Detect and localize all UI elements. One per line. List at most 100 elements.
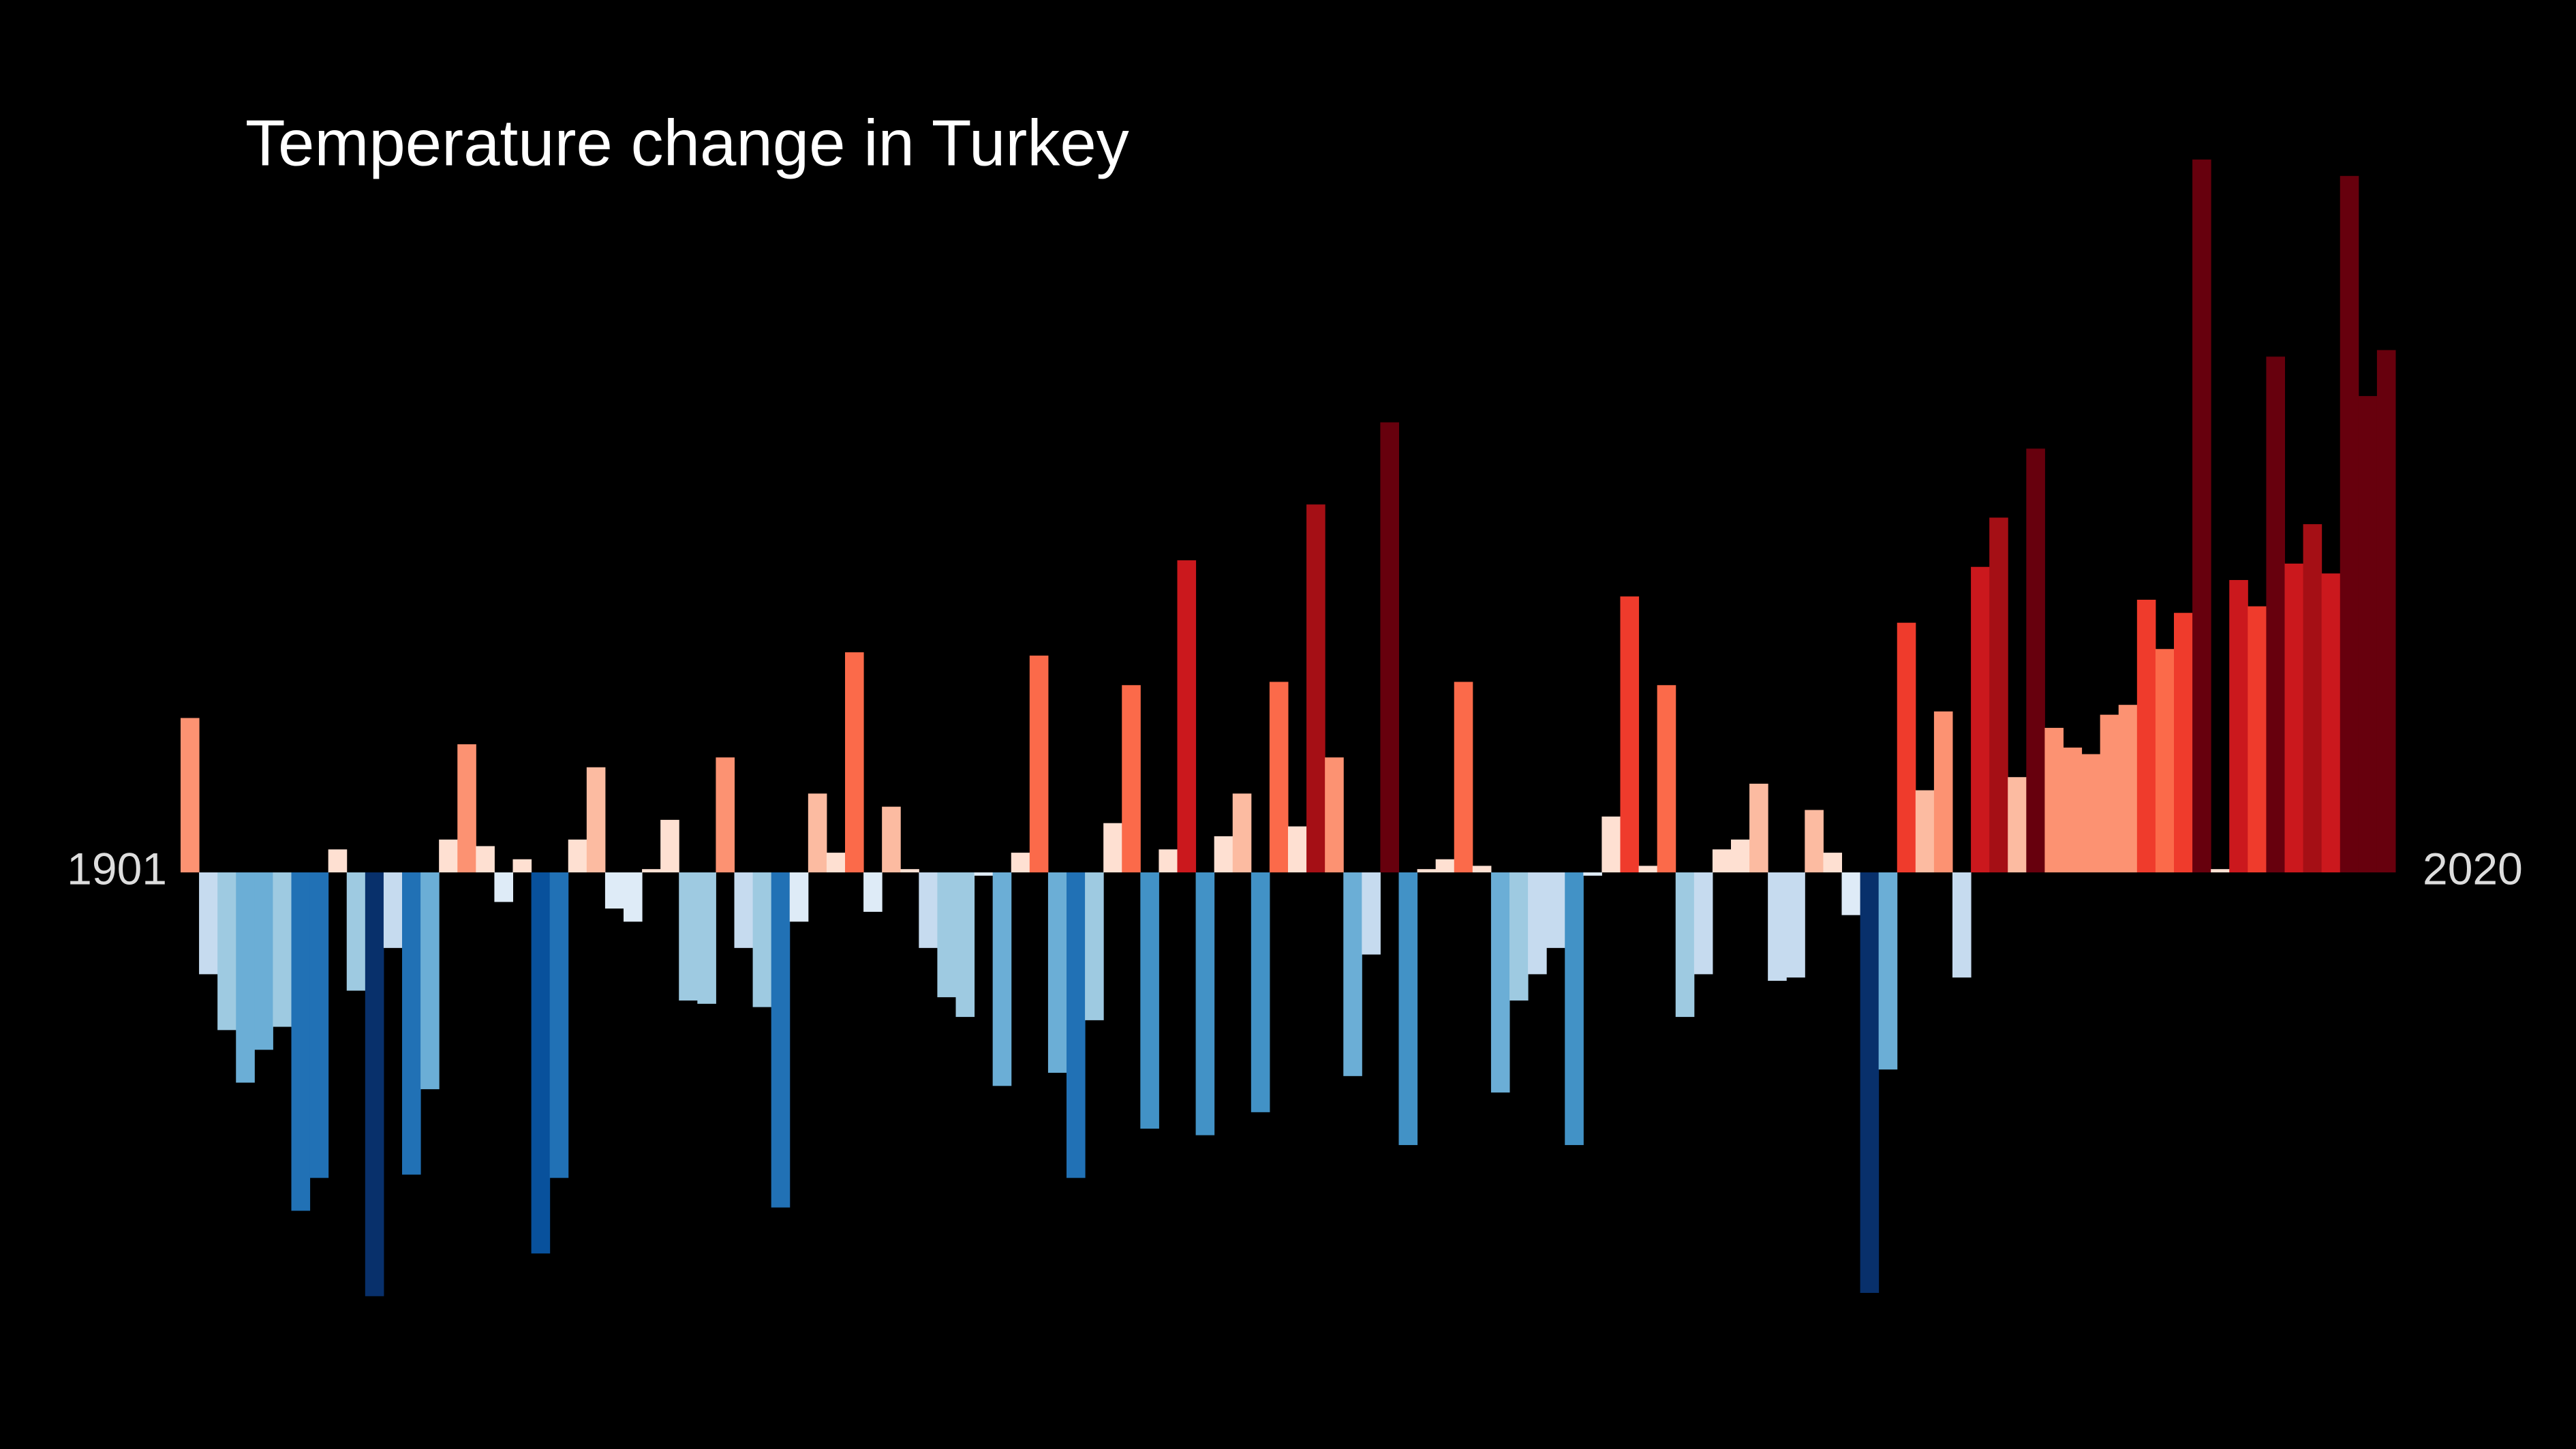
bar bbox=[1841, 872, 1861, 915]
bar bbox=[1472, 866, 1492, 872]
bar bbox=[1159, 849, 1178, 872]
bar bbox=[1749, 783, 1768, 872]
bar bbox=[309, 872, 329, 1178]
bar bbox=[624, 872, 643, 922]
bar bbox=[383, 872, 403, 948]
bar bbox=[1067, 872, 1086, 1178]
bar bbox=[1897, 622, 1916, 872]
bar bbox=[697, 872, 716, 1004]
bar bbox=[1454, 682, 1473, 872]
bar bbox=[716, 757, 735, 872]
bar bbox=[291, 872, 311, 1211]
bar bbox=[1805, 810, 1824, 872]
bar bbox=[1269, 682, 1289, 872]
bar bbox=[1546, 872, 1565, 948]
bar bbox=[734, 872, 754, 948]
bar bbox=[2136, 599, 2156, 872]
bar bbox=[1638, 866, 1658, 872]
bar bbox=[1675, 872, 1695, 1018]
bar bbox=[217, 872, 236, 1031]
bar bbox=[974, 872, 994, 876]
bar bbox=[2321, 573, 2341, 872]
bar bbox=[512, 859, 532, 872]
bar bbox=[2026, 448, 2045, 872]
bar bbox=[1306, 504, 1325, 872]
bar bbox=[2008, 777, 2027, 872]
bar bbox=[328, 849, 348, 872]
chart-title: Temperature change in Turkey bbox=[245, 106, 1129, 179]
bar bbox=[402, 872, 421, 1175]
bar bbox=[1029, 655, 1049, 872]
bar bbox=[1583, 872, 1602, 876]
bar bbox=[1362, 872, 1381, 955]
bar bbox=[494, 872, 513, 902]
bar bbox=[604, 872, 624, 909]
bar bbox=[1657, 685, 1676, 872]
bar bbox=[1343, 872, 1362, 1076]
bar bbox=[955, 872, 975, 1018]
bar bbox=[2100, 714, 2119, 872]
bar bbox=[476, 846, 495, 872]
bar bbox=[273, 872, 292, 1027]
bar bbox=[2266, 356, 2285, 872]
bar bbox=[1952, 872, 1972, 978]
bar bbox=[1380, 422, 1399, 872]
bar bbox=[808, 793, 827, 872]
bar bbox=[1047, 872, 1067, 1073]
bar bbox=[365, 872, 384, 1296]
bar bbox=[1971, 566, 1990, 872]
bar bbox=[1989, 517, 2008, 872]
bar bbox=[2044, 727, 2064, 872]
bar bbox=[457, 744, 476, 872]
bar bbox=[679, 872, 698, 1001]
bar bbox=[439, 839, 458, 872]
bar bbox=[642, 869, 661, 872]
bar bbox=[1823, 853, 1842, 872]
bar bbox=[1325, 757, 1344, 872]
bar bbox=[1232, 793, 1252, 872]
bar bbox=[2376, 350, 2396, 872]
bar bbox=[2081, 754, 2101, 872]
bar bbox=[2340, 176, 2359, 872]
bar bbox=[2155, 649, 2175, 872]
bar bbox=[199, 872, 218, 975]
bar bbox=[1712, 849, 1732, 872]
bar bbox=[1601, 817, 1621, 872]
bar bbox=[826, 853, 846, 872]
bar bbox=[1085, 872, 1104, 1020]
bar bbox=[919, 872, 938, 948]
bar bbox=[992, 872, 1012, 1086]
bar bbox=[1177, 560, 1197, 872]
bar bbox=[2192, 159, 2211, 872]
bar bbox=[1435, 859, 1455, 872]
bar bbox=[845, 652, 864, 872]
bar bbox=[1288, 826, 1307, 872]
bar bbox=[1915, 790, 1935, 872]
bar bbox=[549, 872, 569, 1178]
bar bbox=[236, 872, 255, 1083]
bar bbox=[2211, 869, 2230, 872]
bar bbox=[771, 872, 791, 1208]
bar bbox=[900, 869, 919, 872]
bar bbox=[2118, 705, 2138, 872]
bar bbox=[2284, 563, 2304, 872]
bar bbox=[752, 872, 772, 1007]
bar bbox=[1195, 872, 1215, 1135]
bar bbox=[1878, 872, 1898, 1070]
bar bbox=[863, 872, 883, 912]
bar bbox=[568, 839, 587, 872]
bar bbox=[254, 872, 273, 1050]
bar bbox=[1509, 872, 1529, 1001]
bar bbox=[1490, 872, 1510, 1093]
bar bbox=[1860, 872, 1880, 1293]
bar bbox=[1565, 872, 1584, 1146]
bar bbox=[2229, 580, 2248, 872]
bar bbox=[1768, 872, 1787, 981]
bar bbox=[1731, 839, 1750, 872]
bar bbox=[1122, 685, 1141, 872]
bar bbox=[1214, 836, 1233, 872]
bar bbox=[1398, 872, 1418, 1146]
year-label: 1901 bbox=[67, 843, 167, 894]
bar bbox=[789, 872, 809, 922]
